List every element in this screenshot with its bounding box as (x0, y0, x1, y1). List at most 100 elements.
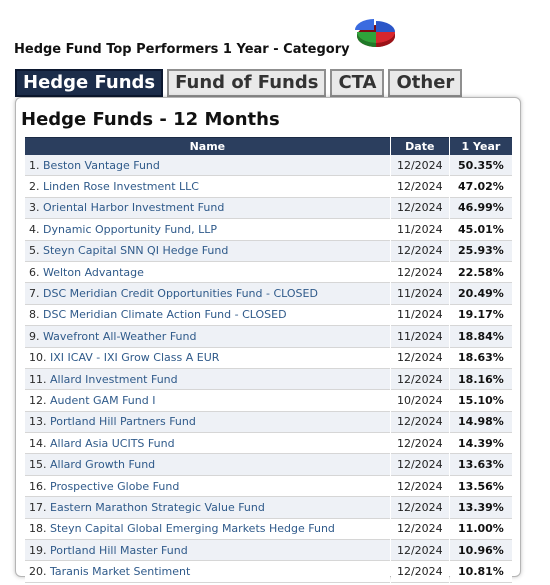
table-row[interactable]: 1. Beston Vantage Fund 12/2024 50.35% (25, 155, 512, 177)
date-cell: 12/2024 (390, 497, 449, 519)
date-cell: 10/2024 (390, 390, 449, 412)
fund-name-cell: 9. Wavefront All-Weather Fund (25, 326, 390, 348)
results-panel: Hedge Funds - 12 Months Name Date 1 Year… (15, 97, 521, 583)
fund-name-link[interactable]: Dynamic Opportunity Fund, LLP (43, 222, 218, 236)
table-row[interactable]: 14. Allard Asia UCITS Fund 12/2024 14.39% (25, 433, 512, 455)
fund-name-cell: 13. Portland Hill Partners Fund (25, 411, 390, 434)
return-cell: 20.49% (449, 283, 512, 305)
rank-number: 13. (29, 415, 47, 429)
rank-number: 5. (29, 244, 40, 258)
tab-cta[interactable]: CTA (330, 69, 385, 97)
table-row[interactable]: 2. Linden Rose Investment LLC 12/2024 47.0… (25, 176, 512, 198)
table-row[interactable]: 20. Taranis Market Sentiment 12/2024 10.81… (25, 561, 512, 583)
date-cell: 12/2024 (390, 347, 449, 369)
rank-number: 12. (29, 393, 47, 407)
fund-name-link[interactable]: Audent GAM Fund I (50, 393, 156, 407)
category-tabs: Hedge Funds Fund of Funds CTA Other (15, 69, 463, 97)
tab-fund-of-funds[interactable]: Fund of Funds (167, 69, 327, 97)
fund-name-cell: 8. DSC Meridian Climate Action Fund - CL… (25, 304, 390, 327)
fund-name-link[interactable]: Eastern Marathon Strategic Value Fund (50, 500, 265, 514)
rank-number: 18. (29, 522, 47, 536)
fund-name-link[interactable]: Portland Hill Master Fund (50, 543, 188, 557)
table-row[interactable]: 6. Welton Advantage 12/2024 22.58% (25, 261, 512, 284)
rank-number: 6. (29, 265, 40, 279)
date-cell: 11/2024 (390, 283, 449, 305)
table-row[interactable]: 16. Prospective Globe Fund 12/2024 13.56% (25, 475, 512, 498)
fund-name-link[interactable]: Allard Asia UCITS Fund (50, 436, 175, 450)
fund-name-cell: 1. Beston Vantage Fund (25, 155, 390, 177)
fund-name-cell: 10. IXI ICAV - IXI Grow Class A EUR (25, 347, 390, 369)
return-cell: 13.63% (449, 454, 512, 476)
column-header-date[interactable]: Date (390, 137, 449, 155)
return-cell: 50.35% (449, 155, 512, 177)
table-row[interactable]: 10. IXI ICAV - IXI Grow Class A EUR 12/20… (25, 347, 512, 369)
return-cell: 18.16% (449, 368, 512, 391)
table-row[interactable]: 11. Allard Investment Fund 12/2024 18.16% (25, 368, 512, 391)
table-row[interactable]: 19. Portland Hill Master Fund 12/2024 10.9… (25, 540, 512, 562)
table-row[interactable]: 17. Eastern Marathon Strategic Value Fun… (25, 497, 512, 519)
fund-name-link[interactable]: Welton Advantage (43, 265, 144, 279)
column-header-name[interactable]: Name (25, 137, 390, 155)
table-row[interactable]: 12. Audent GAM Fund I 10/2024 15.10% (25, 390, 512, 412)
panel-title: Hedge Funds - 12 Months (21, 109, 280, 130)
table-body: 1. Beston Vantage Fund 12/2024 50.35% 2. Li… (25, 155, 512, 583)
fund-name-link[interactable]: Allard Investment Fund (50, 372, 178, 386)
date-cell: 11/2024 (390, 219, 449, 241)
rank-number: 4. (29, 222, 40, 236)
table-row[interactable]: 9. Wavefront All-Weather Fund 11/2024 18.8… (25, 326, 512, 348)
rank-number: 17. (29, 500, 47, 514)
return-cell: 10.96% (449, 540, 512, 562)
fund-name-cell: 20. Taranis Market Sentiment (25, 561, 390, 583)
fund-name-link[interactable]: Linden Rose Investment LLC (43, 180, 199, 194)
fund-name-link[interactable]: IXI ICAV - IXI Grow Class A EUR (50, 351, 220, 365)
return-cell: 22.58% (449, 261, 512, 284)
table-row[interactable]: 13. Portland Hill Partners Fund 12/2024 14… (25, 411, 512, 434)
rank-number: 3. (29, 201, 40, 215)
rank-number: 9. (29, 329, 40, 343)
fund-name-link[interactable]: Prospective Globe Fund (50, 479, 180, 493)
fund-name-cell: 2. Linden Rose Investment LLC (25, 176, 390, 198)
table-row[interactable]: 18. Steyn Capital Global Emerging Market… (25, 518, 512, 541)
date-cell: 12/2024 (390, 433, 449, 455)
fund-name-link[interactable]: Beston Vantage Fund (43, 158, 160, 172)
fund-name-link[interactable]: Oriental Harbor Investment Fund (43, 201, 225, 215)
return-cell: 18.84% (449, 326, 512, 348)
fund-name-cell: 5. Steyn Capital SNN QI Hedge Fund (25, 240, 390, 262)
date-cell: 12/2024 (390, 240, 449, 262)
fund-name-link[interactable]: Steyn Capital Global Emerging Markets He… (50, 522, 335, 536)
table-row[interactable]: 4. Dynamic Opportunity Fund, LLP 11/2024 4… (25, 219, 512, 241)
rank-number: 15. (29, 458, 47, 472)
fund-name-cell: 6. Welton Advantage (25, 261, 390, 284)
fund-name-cell: 4. Dynamic Opportunity Fund, LLP (25, 219, 390, 241)
fund-name-cell: 15. Allard Growth Fund (25, 454, 390, 476)
rank-number: 19. (29, 543, 47, 557)
table-row[interactable]: 3. Oriental Harbor Investment Fund 12/202… (25, 197, 512, 220)
table-header-row: Name Date 1 Year (25, 137, 512, 155)
rank-number: 2. (29, 180, 40, 194)
table-row[interactable]: 15. Allard Growth Fund 12/2024 13.63% (25, 454, 512, 476)
return-cell: 13.56% (449, 475, 512, 498)
tab-other[interactable]: Other (388, 69, 463, 97)
date-cell: 12/2024 (390, 540, 449, 562)
table-row[interactable]: 8. DSC Meridian Climate Action Fund - CL… (25, 304, 512, 327)
date-cell: 12/2024 (390, 561, 449, 583)
fund-name-link[interactable]: DSC Meridian Credit Opportunities Fund -… (43, 287, 318, 301)
fund-name-link[interactable]: DSC Meridian Climate Action Fund - CLOSE… (43, 308, 287, 322)
fund-name-link[interactable]: Portland Hill Partners Fund (50, 415, 196, 429)
fund-name-cell: 14. Allard Asia UCITS Fund (25, 433, 390, 455)
date-cell: 12/2024 (390, 454, 449, 476)
column-header-return[interactable]: 1 Year (449, 137, 512, 155)
table-row[interactable]: 7. DSC Meridian Credit Opportunities Fun… (25, 283, 512, 305)
rank-number: 8. (29, 308, 40, 322)
table-row[interactable]: 5. Steyn Capital SNN QI Hedge Fund 12/202… (25, 240, 512, 262)
fund-name-cell: 3. Oriental Harbor Investment Fund (25, 197, 390, 220)
tab-hedge-funds[interactable]: Hedge Funds (15, 69, 164, 97)
fund-name-link[interactable]: Taranis Market Sentiment (50, 565, 191, 579)
fund-name-link[interactable]: Steyn Capital SNN QI Hedge Fund (43, 244, 229, 258)
fund-name-cell: 16. Prospective Globe Fund (25, 475, 390, 498)
fund-name-link[interactable]: Wavefront All-Weather Fund (43, 329, 197, 343)
return-cell: 13.39% (449, 497, 512, 519)
rank-number: 14. (29, 436, 47, 450)
return-cell: 18.63% (449, 347, 512, 369)
fund-name-link[interactable]: Allard Growth Fund (50, 458, 156, 472)
